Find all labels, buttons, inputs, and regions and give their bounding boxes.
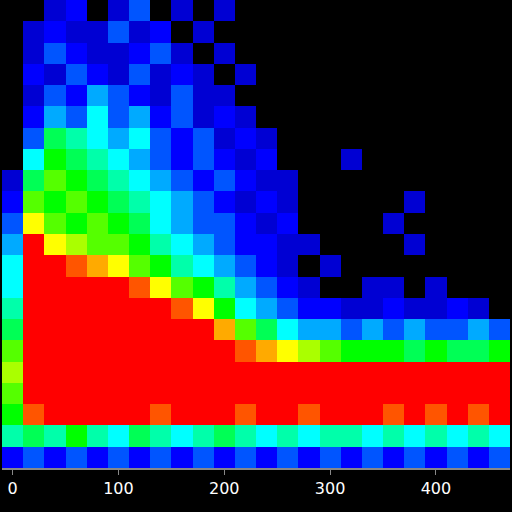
svg-text:100: 100 xyxy=(103,479,134,498)
svg-text:300: 300 xyxy=(315,479,346,498)
svg-text:400: 400 xyxy=(421,479,452,498)
svg-text:200: 200 xyxy=(209,479,240,498)
svg-text:0: 0 xyxy=(7,479,17,498)
